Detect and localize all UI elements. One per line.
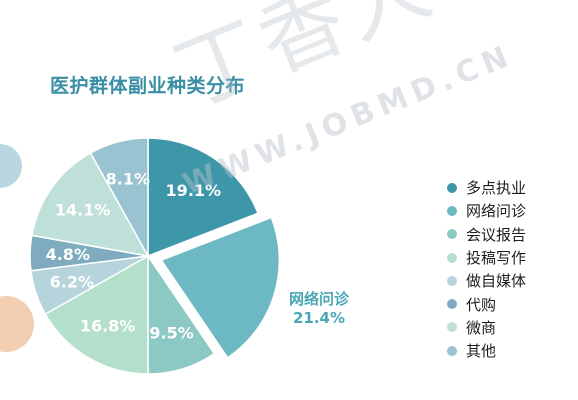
legend-label: 做自媒体 <box>466 272 527 291</box>
legend-label: 会议报告 <box>466 225 527 244</box>
pie-slice-1 <box>147 137 259 258</box>
pie-slice-label-5: 6.2% <box>50 272 94 291</box>
pie-slice-label-3: 9.5% <box>149 324 193 343</box>
chart-title: 医护群体副业种类分布 <box>50 75 246 97</box>
decor-circle-blue <box>0 144 22 188</box>
legend-swatch <box>447 252 457 263</box>
callout-name: 网络问诊 <box>289 290 350 308</box>
legend-item-8: 其他 <box>447 339 526 362</box>
legend-item-6: 代购 <box>447 292 526 315</box>
legend: 多点执业网络问诊会议报告投稿写作做自媒体代购微商其他 <box>447 176 526 362</box>
legend-item-2: 网络问诊 <box>447 199 526 222</box>
pie-slice-label-7: 14.1% <box>55 200 111 219</box>
legend-item-3: 会议报告 <box>447 223 526 246</box>
pie-slice-2 <box>160 216 281 359</box>
legend-swatch <box>447 205 457 216</box>
decor-circle-peach <box>0 296 34 352</box>
legend-label: 网络问诊 <box>466 202 527 221</box>
legend-item-5: 做自媒体 <box>447 269 526 292</box>
legend-label: 其他 <box>466 342 497 361</box>
legend-label: 多点执业 <box>466 179 527 198</box>
legend-swatch <box>447 299 457 310</box>
legend-label: 微商 <box>466 318 497 337</box>
legend-item-7: 微商 <box>447 316 526 339</box>
callout-value: 21.4% <box>292 309 346 327</box>
callout-label: 网络问诊 21.4% <box>289 288 349 327</box>
pie-slice-8 <box>89 137 149 259</box>
legend-label: 代购 <box>466 295 497 314</box>
legend-swatch <box>447 322 457 333</box>
pie-slice-label-4: 16.8% <box>80 316 136 335</box>
pie-slice-label-6: 4.8% <box>46 245 90 264</box>
pie-slice-label-1: 19.1% <box>166 181 222 200</box>
legend-swatch <box>447 275 457 286</box>
pie-slice-7 <box>30 151 150 258</box>
pie-slice-label-8: 8.1% <box>106 169 150 188</box>
legend-swatch <box>447 345 457 356</box>
pie-slice-4 <box>44 254 149 375</box>
legend-item-4: 投稿写作 <box>447 246 526 269</box>
legend-swatch <box>447 182 457 193</box>
legend-item-1: 多点执业 <box>447 176 526 199</box>
legend-label: 投稿写作 <box>466 249 527 268</box>
legend-swatch <box>447 229 457 240</box>
